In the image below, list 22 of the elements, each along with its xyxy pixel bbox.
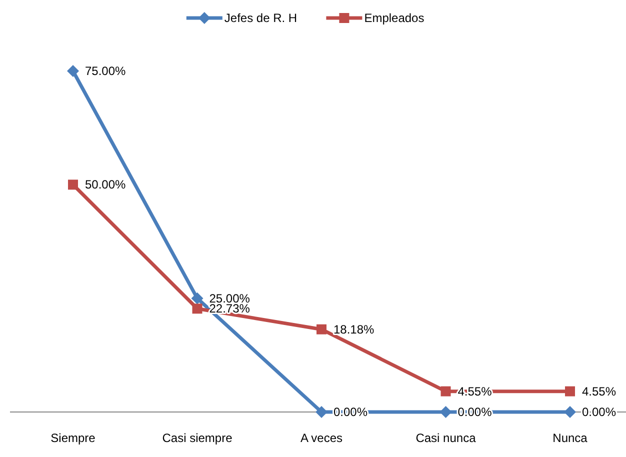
x-tick-label: Siempre: [50, 431, 96, 445]
x-tick-label: Casi siempre: [162, 431, 233, 445]
point: [316, 406, 328, 418]
point: [440, 406, 452, 418]
data-label: 4.55%: [582, 384, 616, 398]
data-label: 50.00%: [85, 178, 126, 192]
point: [440, 386, 451, 396]
point: [565, 386, 575, 396]
point: [192, 304, 202, 314]
point: [68, 180, 78, 190]
x-tick-label: Nunca: [552, 431, 588, 445]
data-label: 18.18%: [334, 322, 375, 336]
data-label: 75.00%: [85, 64, 126, 78]
point: [564, 406, 576, 418]
point: [67, 65, 79, 77]
point: [316, 324, 326, 334]
data-label: 0.00%: [582, 405, 616, 419]
x-tick-label: A veces: [300, 431, 343, 445]
legend-label: Empleados: [364, 11, 424, 25]
x-tick-label: Casi nunca: [416, 431, 476, 445]
point: [191, 292, 204, 304]
legend-label: Jefes de R. H: [224, 11, 298, 25]
